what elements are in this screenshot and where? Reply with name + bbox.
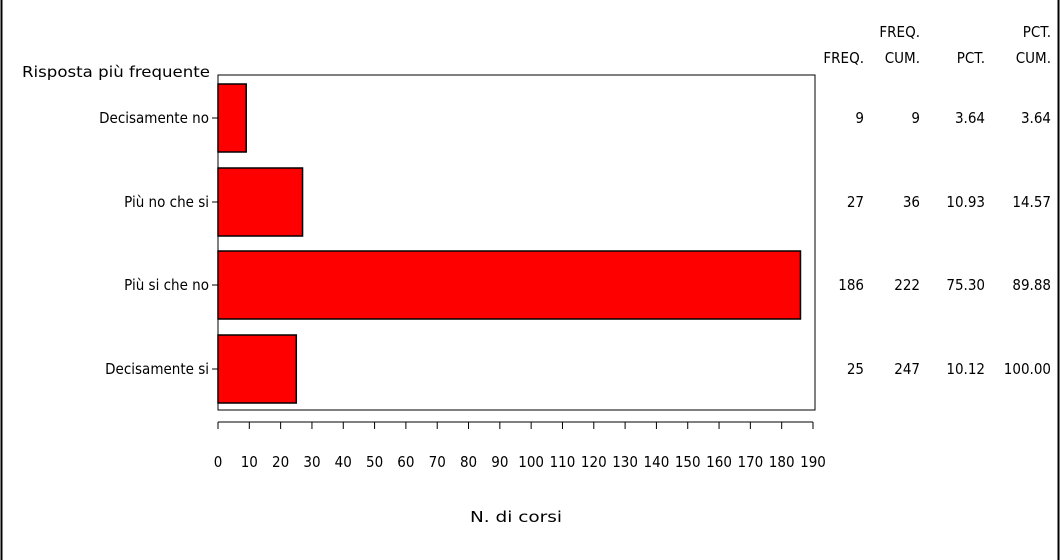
category-label: Decisamente no	[99, 109, 209, 127]
bar	[217, 167, 304, 237]
stats-cell: 247	[894, 360, 920, 378]
stats-header: PCT.	[957, 49, 985, 67]
stats-cell: 9	[855, 109, 864, 127]
x-tick-label: 170	[737, 453, 763, 471]
stats-cell: 3.64	[1021, 109, 1051, 127]
stats-header-top: PCT.	[1023, 23, 1051, 41]
x-tick-label: 140	[644, 453, 670, 471]
bar	[217, 334, 298, 404]
x-tick-label: 20	[272, 453, 289, 471]
x-tick-label: 60	[397, 453, 414, 471]
x-tick-label-group: 0 10 20 30 40 50 60 70 80 90 100 110 120 130 140 150 160…	[214, 453, 826, 471]
x-tick-label: 50	[366, 453, 383, 471]
stats-cell: 9	[911, 109, 920, 127]
x-tick-label: 150	[675, 453, 701, 471]
x-tick-label: 160	[706, 453, 732, 471]
category-tick-group	[212, 117, 218, 370]
stats-cell: 100.00	[1004, 360, 1051, 378]
stats-cell: 186	[838, 276, 864, 294]
bar	[217, 83, 247, 153]
stats-header-group: FREQ. FREQ. CUM. PCT. PCT. CUM.	[823, 23, 1051, 67]
stats-cell: 25	[847, 360, 864, 378]
stats-header-top: FREQ.	[879, 23, 920, 41]
x-tick-label: 180	[769, 453, 795, 471]
stats-header: CUM.	[885, 49, 920, 67]
x-tick-label: 120	[581, 453, 607, 471]
x-tick-label: 80	[460, 453, 477, 471]
stats-cell: 89.88	[1012, 276, 1051, 294]
x-tick-label: 30	[303, 453, 320, 471]
x-tick-group	[217, 422, 814, 429]
bar	[217, 250, 802, 320]
category-label: Decisamente si	[105, 360, 209, 378]
stats-header: FREQ.	[823, 49, 864, 67]
x-tick-label: 90	[491, 453, 508, 471]
category-label: Più si che no	[124, 276, 209, 294]
x-tick-label: 40	[335, 453, 352, 471]
bar-group	[217, 83, 802, 404]
category-axis-label: Risposta più frequente	[22, 63, 210, 81]
stats-cell: 222	[894, 276, 920, 294]
x-tick-label: 110	[550, 453, 576, 471]
x-tick-label: 10	[241, 453, 258, 471]
stats-cell: 36	[903, 193, 920, 211]
stats-cell: 14.57	[1012, 193, 1051, 211]
stats-cell: 3.64	[955, 109, 985, 127]
x-tick-label: 100	[518, 453, 544, 471]
stats-cell: 75.30	[946, 276, 985, 294]
stats-cell: 10.12	[946, 360, 985, 378]
plot-frame	[217, 74, 816, 411]
stats-cell: 10.93	[946, 193, 985, 211]
stats-header: CUM.	[1016, 49, 1051, 67]
x-axis-title: N. di corsi	[470, 508, 562, 526]
x-tick-label: 70	[429, 453, 446, 471]
category-label: Più no che si	[124, 193, 209, 211]
x-tick-label: 0	[214, 453, 223, 471]
category-label-group: Decisamente no Più no che si Più si che no…	[99, 109, 209, 378]
x-tick-label: 190	[800, 453, 826, 471]
stats-cell-group: 9 9 3.64 3.64 27 36 10.93 14.57 186 222 75.30 89.88…	[838, 109, 1051, 378]
stats-cell: 27	[847, 193, 864, 211]
x-tick-label: 130	[612, 453, 638, 471]
